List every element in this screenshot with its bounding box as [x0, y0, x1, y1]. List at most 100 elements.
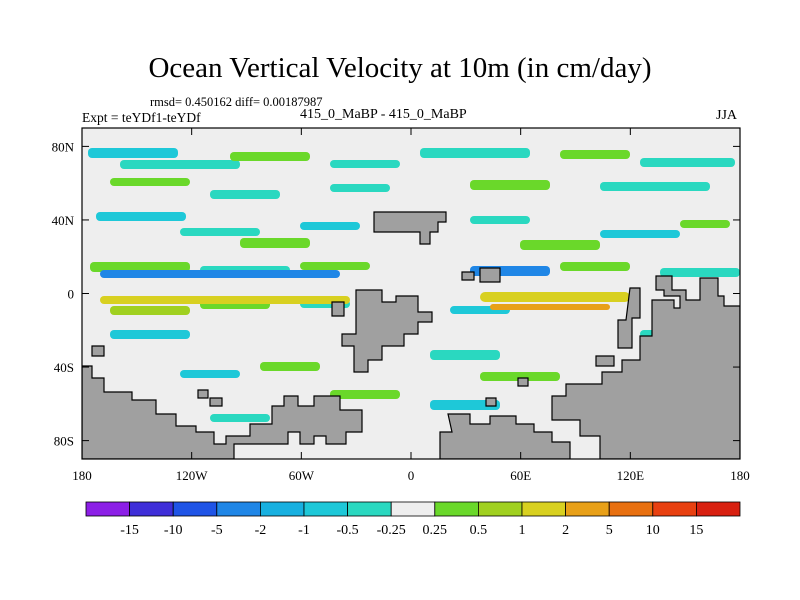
anomaly-patch	[600, 182, 710, 191]
anomaly-patch	[240, 238, 310, 248]
anomaly-patch	[660, 268, 740, 277]
anomaly-patch	[88, 148, 178, 158]
anomaly-patch	[560, 262, 630, 271]
land-mass	[82, 365, 363, 459]
anomaly-patch	[90, 262, 190, 272]
anomaly-patch	[470, 180, 550, 190]
anomaly-patch	[210, 190, 280, 199]
colorbar-swatch	[521, 501, 566, 517]
anomaly-patch	[110, 306, 190, 315]
anomaly-patch	[330, 390, 400, 399]
y-tick-label: 40S	[54, 360, 74, 375]
anomaly-patch	[330, 160, 400, 168]
anomaly-patch	[260, 362, 320, 371]
y-tick-label: 0	[68, 287, 75, 302]
colorbar-label: -15	[120, 523, 139, 538]
colorbar-label: -0.5	[337, 523, 359, 538]
colorbar-swatch	[434, 501, 479, 517]
y-tick-label: 80S	[54, 434, 74, 449]
anomaly-patch	[430, 400, 500, 410]
anomaly-patch	[480, 372, 560, 381]
x-tick-label: 60W	[289, 468, 315, 483]
map-field	[82, 128, 740, 459]
colorbar-label: -1	[298, 523, 310, 538]
anomaly-patch	[520, 240, 600, 250]
x-tick-label: 60E	[510, 468, 531, 483]
land-mass	[517, 377, 529, 387]
colorbar-label: 10	[646, 523, 660, 538]
colorbar-label: 5	[606, 523, 613, 538]
land-mass	[551, 275, 740, 459]
colorbar-swatch	[85, 501, 130, 517]
colorbar-swatch	[652, 501, 697, 517]
land-mass	[341, 289, 433, 373]
colorbar-label: 2	[562, 523, 569, 538]
x-tick-label: 120E	[617, 468, 645, 483]
land-mass	[461, 271, 475, 281]
colorbar-label: 15	[689, 523, 703, 538]
colorbar-swatch	[565, 501, 610, 517]
colorbar-label: -0.25	[377, 523, 406, 538]
land-mass	[91, 345, 105, 357]
colorbar-label: -5	[211, 523, 223, 538]
anomaly-patch	[640, 158, 735, 167]
colorbar-label: -2	[255, 523, 267, 538]
land-mass	[197, 389, 209, 399]
stats-label: rmsd= 0.450162 diff= 0.00187987	[150, 95, 323, 109]
anomaly-patch	[100, 296, 350, 304]
anomaly-patch	[680, 220, 730, 228]
x-tick-label: 180	[72, 468, 92, 483]
land-mass	[479, 267, 501, 283]
anomaly-patch	[100, 270, 340, 278]
anomaly-patch	[110, 330, 190, 339]
x-tick-label: 180	[730, 468, 750, 483]
land-mass	[595, 355, 615, 367]
experiment-label: Expt = teYDf1-teYDf	[82, 110, 201, 125]
anomaly-patch	[470, 216, 530, 224]
anomaly-patch	[300, 222, 360, 230]
colorbar-swatch	[696, 501, 741, 517]
season-label: JJA	[716, 108, 738, 123]
anomaly-patch	[480, 292, 630, 302]
y-tick-label: 40N	[52, 213, 75, 228]
colorbar-label: 0.5	[470, 523, 488, 538]
colorbar-swatch	[259, 501, 305, 517]
colorbar: -15 -10 -5 -2 -1 -0.5 -0.25 0.25 0.5 1 2 5 10 15	[85, 501, 741, 538]
anomaly-patch	[330, 184, 390, 192]
anomaly-patch	[300, 262, 370, 270]
colorbar-swatch	[303, 501, 348, 517]
x-tick-label: 120W	[176, 468, 209, 483]
colorbar-swatch	[129, 501, 174, 517]
colorbar-label: -10	[164, 523, 183, 538]
colorbar-label: 0.25	[423, 523, 448, 538]
land-mass	[373, 211, 447, 245]
anomaly-patch	[600, 230, 680, 238]
anomaly-patch	[180, 228, 260, 236]
anomaly-patch	[120, 160, 240, 169]
land-mass	[439, 413, 571, 459]
colorbar-swatch	[347, 501, 392, 517]
anomaly-patch	[230, 152, 310, 161]
anomaly-patch	[490, 304, 610, 310]
x-tick-label: 0	[408, 468, 415, 483]
colorbar-swatch	[216, 501, 261, 517]
period-label: 415_0_MaBP - 415_0_MaBP	[300, 107, 467, 122]
anomaly-patch	[420, 148, 530, 158]
colorbar-swatch	[477, 501, 523, 517]
colorbar-swatch	[172, 501, 218, 517]
anomaly-patch	[210, 414, 270, 422]
anomaly-patch	[430, 350, 500, 360]
anomaly-patch	[180, 370, 240, 378]
land-mass	[485, 397, 497, 407]
colorbar-swatch	[390, 501, 436, 517]
anomaly-patch	[96, 212, 186, 221]
land-mass	[331, 301, 345, 317]
land-mass	[209, 397, 223, 407]
y-tick-label: 80N	[52, 139, 75, 154]
land-mass	[617, 287, 641, 349]
colorbar-swatch	[608, 501, 654, 517]
anomaly-patch	[110, 178, 190, 186]
chart-title: Ocean Vertical Velocity at 10m (in cm/da…	[148, 52, 652, 84]
anomaly-patch	[560, 150, 630, 159]
